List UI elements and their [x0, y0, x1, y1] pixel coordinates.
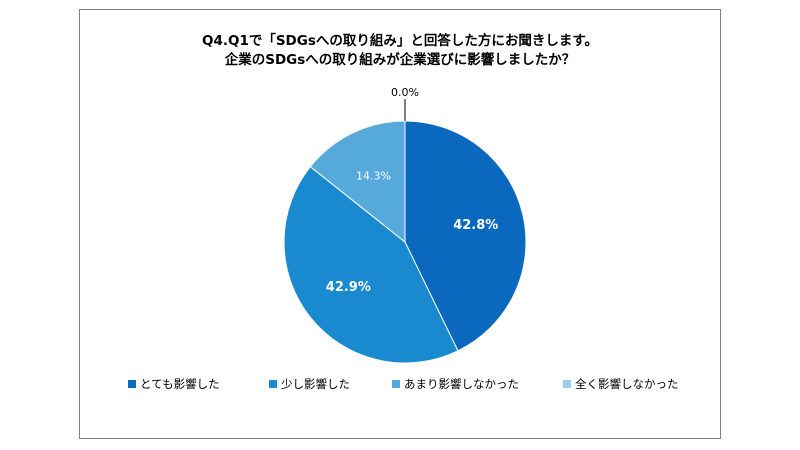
legend-label-1: 少し影響した	[281, 377, 350, 391]
pie-slice-1	[283, 165, 459, 364]
legend-swatch-1	[269, 380, 277, 388]
pie-slice-0	[404, 120, 527, 352]
legend-swatch-2	[392, 380, 400, 388]
chart-title-line2: 企業のSDGsへの取り組みが企業選びに影響しましたか？	[224, 52, 576, 68]
legend-swatch-0	[128, 380, 136, 388]
data-label-2: 14.3%	[356, 170, 391, 183]
legend-item-1: 少し影響した	[269, 376, 350, 392]
data-label-3: 0.0%	[391, 86, 419, 99]
legend-label-0: とても影響した	[140, 377, 220, 391]
legend-label-2: あまり影響しなかった	[404, 377, 519, 391]
legend-item-3: 全く影響しなかった	[563, 376, 679, 392]
chart-title-line1: Q4.Q1で「SDGsへの取り組み」と回答した方にお聞きします。	[201, 33, 599, 49]
data-label-0: 42.8%	[453, 218, 498, 233]
legend-item-2: あまり影響しなかった	[392, 376, 519, 392]
data-label-1: 42.9%	[326, 280, 371, 295]
pie-slice-2	[309, 120, 406, 244]
legend-item-0: とても影響した	[128, 376, 220, 392]
legend-swatch-3	[563, 380, 571, 388]
legend-label-3: 全く影響しなかった	[575, 377, 679, 391]
legend: とても影響した 少し影響した あまり影響しなかった 全く影響しなかった	[0, 376, 800, 396]
